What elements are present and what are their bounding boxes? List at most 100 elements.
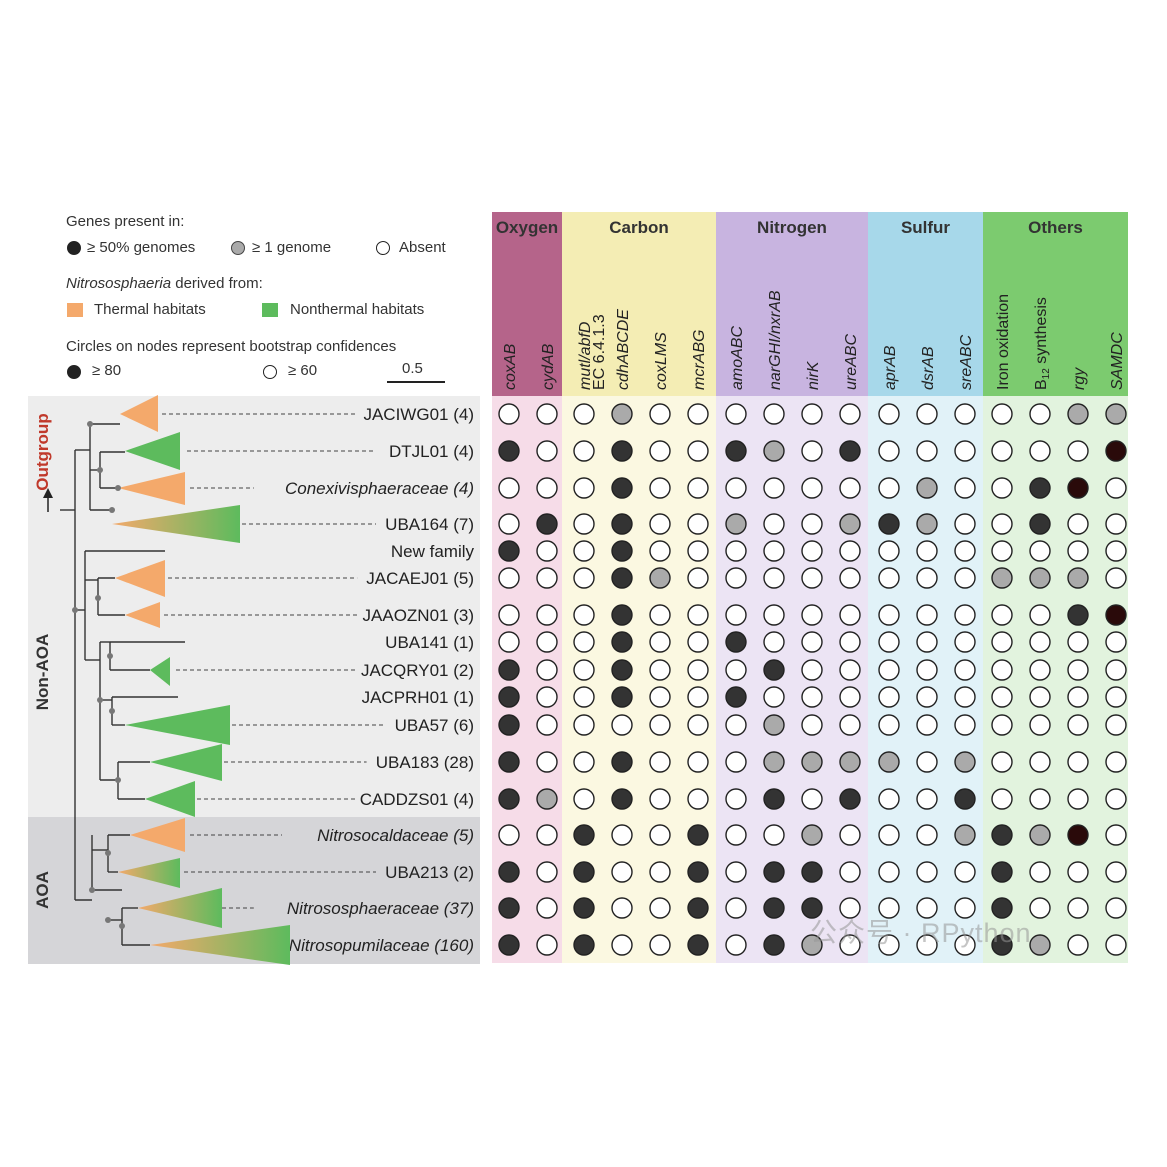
presence-dot: [725, 751, 747, 773]
presence-dot: [498, 788, 520, 810]
absent-label: Absent: [399, 239, 446, 256]
category-label-carbon: Carbon: [609, 218, 669, 237]
taxon-label: Nitrososphaeraceae (37): [287, 899, 474, 918]
category-label-nitrogen: Nitrogen: [757, 218, 827, 237]
presence-dot: [498, 897, 520, 919]
presence-dot: [649, 788, 671, 810]
scale-bar-label: 0.5: [402, 360, 423, 377]
clade-triangle: [120, 395, 158, 432]
presence-dot: [991, 631, 1013, 653]
header-nitrogen: [716, 212, 868, 396]
presence-dot: [954, 824, 976, 846]
presence-dot: [839, 631, 861, 653]
presence-dot: [763, 604, 785, 626]
presence-dot: [536, 513, 558, 535]
presence-dot: [725, 477, 747, 499]
presence-dot: [916, 686, 938, 708]
present-dot-icon: [67, 241, 81, 255]
presence-dot: [687, 440, 709, 462]
gene-header: ureABC: [843, 334, 860, 390]
header-carbon: [562, 212, 716, 396]
presence-dot: [1105, 861, 1127, 883]
presence-dot: [763, 686, 785, 708]
clade-triangle: [112, 505, 240, 543]
header-others: [983, 212, 1128, 396]
presence-dot: [725, 604, 747, 626]
taxon-label: JACQRY01 (2): [361, 661, 474, 680]
presence-dot: [649, 897, 671, 919]
presence-dot: [1029, 604, 1051, 626]
clade-triangle: [145, 781, 195, 817]
presence-dot: [687, 513, 709, 535]
gene-header: narGHI/nxrAB: [767, 290, 784, 390]
presence-dot: [536, 631, 558, 653]
presence-dot: [1067, 513, 1089, 535]
partial-dot-icon: [231, 241, 245, 255]
presence-dot: [763, 631, 785, 653]
gene-header: cydAB: [540, 343, 557, 390]
nonthermal-swatch-icon: [262, 303, 278, 317]
presence-dot: [801, 714, 823, 736]
presence-dot: [725, 403, 747, 425]
nonthermal-label: Nonthermal habitats: [290, 301, 425, 318]
taxon-label: UBA183 (28): [376, 753, 474, 772]
presence-dot: [1067, 897, 1089, 919]
clade-triangle: [130, 818, 185, 852]
presence-dot: [1067, 540, 1089, 562]
presence-dot: [1105, 897, 1127, 919]
presence-dot: [954, 861, 976, 883]
presence-dot: [839, 861, 861, 883]
presence-dot: [878, 540, 900, 562]
presence-dot: [1029, 513, 1051, 535]
presence-dot: [763, 861, 785, 883]
presence-dot: [878, 659, 900, 681]
presence-dot: [1105, 659, 1127, 681]
taxon-label: Conexivisphaeraceae (4): [285, 479, 474, 498]
presence-dot: [1029, 751, 1051, 773]
presence-dot: [991, 686, 1013, 708]
presence-dot: [991, 540, 1013, 562]
presence-dot: [1029, 788, 1051, 810]
taxon-label: JACAEJ01 (5): [366, 569, 474, 588]
taxon-label: New family: [391, 542, 475, 561]
presence-dot: [725, 567, 747, 589]
presence-dot: [573, 540, 595, 562]
presence-dot: [687, 477, 709, 499]
presence-dot: [954, 751, 976, 773]
presence-dot: [991, 824, 1013, 846]
bootstrap-80-label: ≥ 80: [92, 362, 122, 379]
taxon-label: Nitrosocaldaceae (5): [317, 826, 474, 845]
presence-dot: [611, 477, 633, 499]
presence-dot: [498, 631, 520, 653]
presence-dot: [801, 403, 823, 425]
taxon-label: UBA141 (1): [385, 633, 474, 652]
presence-dot: [878, 403, 900, 425]
partial-label: ≥ 1 genome: [252, 239, 332, 256]
gene-header: dsrAB: [920, 346, 937, 390]
presence-dot: [687, 934, 709, 956]
thermal-label: Thermal habitats: [94, 301, 206, 318]
bootstrap-node-dot: [115, 485, 121, 491]
presence-dot: [498, 513, 520, 535]
presence-dot: [1067, 567, 1089, 589]
bootstrap-80-dot-icon: [67, 365, 81, 379]
presence-dot: [611, 714, 633, 736]
presence-dot: [839, 604, 861, 626]
presence-dot: [611, 824, 633, 846]
taxon-label: UBA164 (7): [385, 515, 474, 534]
presence-dot: [839, 513, 861, 535]
presence-dot: [687, 824, 709, 846]
gene-header: coxLMS: [653, 332, 670, 390]
presence-dot: [649, 403, 671, 425]
bootstrap-node-dot: [119, 923, 125, 929]
presence-dot: [498, 934, 520, 956]
presence-dot: [1105, 751, 1127, 773]
taxon-label: CADDZS01 (4): [360, 790, 474, 809]
presence-dot: [878, 788, 900, 810]
presence-dot: [725, 861, 747, 883]
gene-header: SAMDC: [1109, 332, 1126, 390]
presence-dot: [1029, 477, 1051, 499]
presence-dot: [763, 540, 785, 562]
presence-dot: [763, 513, 785, 535]
